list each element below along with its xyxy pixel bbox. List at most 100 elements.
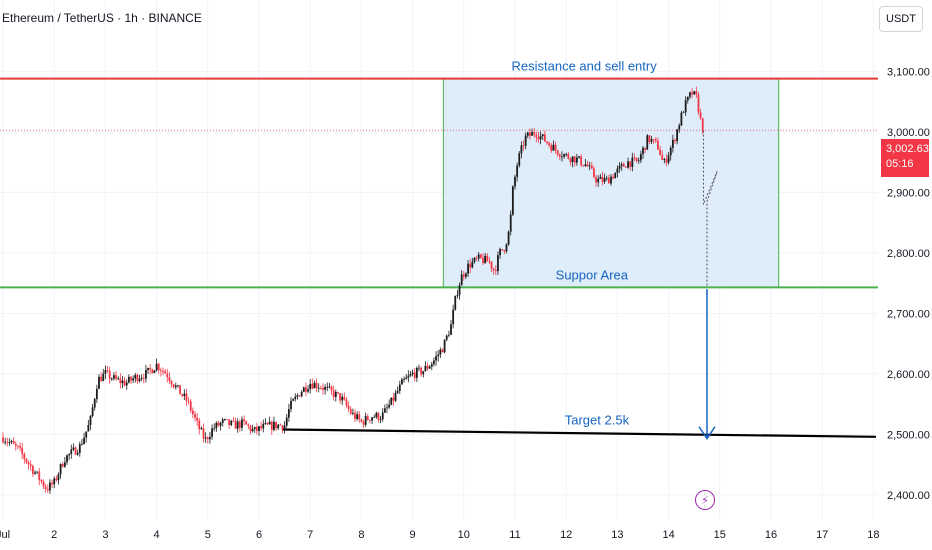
candle-body	[663, 159, 666, 160]
candle-body	[249, 425, 252, 432]
candle-body	[595, 176, 597, 183]
candle-body	[571, 156, 574, 163]
candle-body	[157, 363, 160, 371]
candles	[2, 86, 704, 494]
candle-body	[198, 420, 201, 430]
candle-body	[119, 378, 122, 384]
candle-body	[642, 147, 644, 155]
candle-body	[689, 92, 691, 97]
price-axis[interactable]: 2,400.00 2,500.00 2,600.00 2,700.00 2,800.00…	[887, 66, 930, 502]
candle-body	[223, 419, 226, 420]
currency-button[interactable]: USDT	[879, 6, 923, 32]
candle-body	[100, 376, 103, 382]
candle-body	[373, 417, 376, 418]
candle-body	[42, 481, 45, 487]
candle-body	[364, 416, 367, 425]
candle-body	[437, 354, 440, 357]
symbol-title[interactable]: Ethereum / TetherUS · 1h · BINANCE	[2, 11, 202, 25]
candle-body	[509, 214, 512, 232]
candle-body	[381, 412, 384, 420]
candle-body	[682, 112, 685, 114]
candle-body	[68, 453, 71, 456]
candle-body	[63, 462, 66, 467]
candle-body	[351, 412, 354, 414]
candle-body	[358, 414, 361, 420]
candle-body	[230, 420, 233, 426]
candle-body	[593, 168, 595, 177]
candle-body	[443, 339, 446, 353]
candle-body	[533, 132, 536, 135]
candle-body	[369, 419, 371, 421]
candle-body	[676, 129, 679, 142]
candle-body	[166, 373, 169, 378]
candle-body	[424, 365, 427, 372]
candle-body	[349, 409, 352, 414]
candle-body	[245, 421, 248, 425]
candle-body	[10, 441, 13, 443]
candle-body	[497, 255, 499, 272]
candle-body	[460, 274, 463, 286]
candle-body	[34, 472, 36, 474]
candle-body	[102, 373, 105, 382]
candle-body	[53, 478, 56, 485]
candle-body	[326, 386, 329, 388]
candle-body	[396, 390, 399, 393]
price-tick-label: 2,400.00	[887, 490, 930, 502]
candle-body	[279, 424, 282, 426]
candle-body	[292, 399, 295, 401]
candle-body	[315, 382, 318, 389]
support-label: Suppor Area	[556, 267, 629, 282]
candle-body	[422, 371, 425, 375]
candle-body	[439, 349, 442, 355]
candle-body	[309, 383, 312, 390]
candle-body	[654, 139, 657, 142]
candle-body	[221, 419, 224, 423]
candle-body	[76, 452, 79, 455]
candle-body	[599, 176, 602, 179]
candle-body	[684, 100, 687, 113]
candle-body	[452, 309, 455, 325]
flash-icon[interactable]: ⚡	[695, 490, 715, 510]
candle-body	[2, 437, 4, 443]
candle-body	[458, 285, 461, 296]
candle-body	[177, 385, 179, 387]
last-price-tag: 3,002.63 05:16	[881, 139, 929, 177]
candle-body	[494, 270, 497, 272]
candle-body	[394, 392, 397, 401]
candle-body	[556, 150, 559, 155]
candle-body	[273, 421, 275, 430]
candle-body	[302, 387, 305, 392]
candle-body	[85, 431, 88, 438]
time-tick-label: 11	[509, 529, 520, 541]
candle-body	[537, 137, 540, 140]
candle-body	[529, 132, 531, 136]
candle-body	[343, 396, 346, 400]
candle-body	[409, 374, 412, 376]
time-axis[interactable]: Jul 2 3 4 5 6 7 8 9 10 11 12 13 14 15 16 17 18	[0, 529, 880, 541]
candle-body	[296, 395, 299, 397]
candle-body	[70, 449, 73, 454]
candle-body	[356, 414, 359, 419]
candle-body	[228, 419, 231, 426]
candle-body	[473, 257, 476, 262]
candle-body	[586, 164, 589, 167]
candle-body	[332, 390, 335, 398]
candle-body	[125, 382, 128, 386]
time-tick-label: 7	[307, 529, 313, 541]
candle-body	[486, 255, 489, 262]
time-tick-label: 17	[816, 529, 828, 541]
candle-body	[247, 424, 250, 426]
candle-body	[661, 155, 664, 160]
candle-body	[183, 393, 186, 396]
candle-body	[398, 384, 401, 391]
price-tick-label: 2,600.00	[887, 369, 930, 381]
candle-body	[567, 154, 570, 159]
candle-body	[671, 139, 674, 148]
candle-body	[174, 385, 177, 388]
candle-body	[650, 139, 653, 142]
candle-body	[401, 379, 403, 385]
candle-body	[667, 155, 670, 163]
candle-body	[631, 157, 634, 167]
candle-body	[324, 387, 327, 390]
